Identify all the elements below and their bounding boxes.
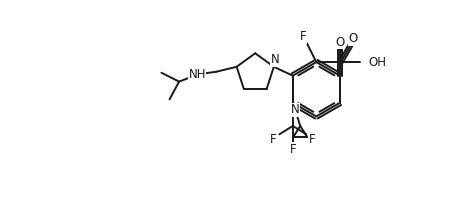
Text: F: F	[290, 143, 296, 156]
Text: F: F	[300, 30, 306, 43]
Text: N: N	[291, 103, 299, 116]
Text: OH: OH	[368, 56, 386, 69]
Text: O: O	[349, 32, 358, 45]
Text: F: F	[270, 133, 277, 146]
Text: NH: NH	[188, 68, 206, 81]
Text: F: F	[309, 133, 316, 146]
Text: O: O	[335, 36, 345, 49]
Text: N: N	[271, 53, 280, 66]
